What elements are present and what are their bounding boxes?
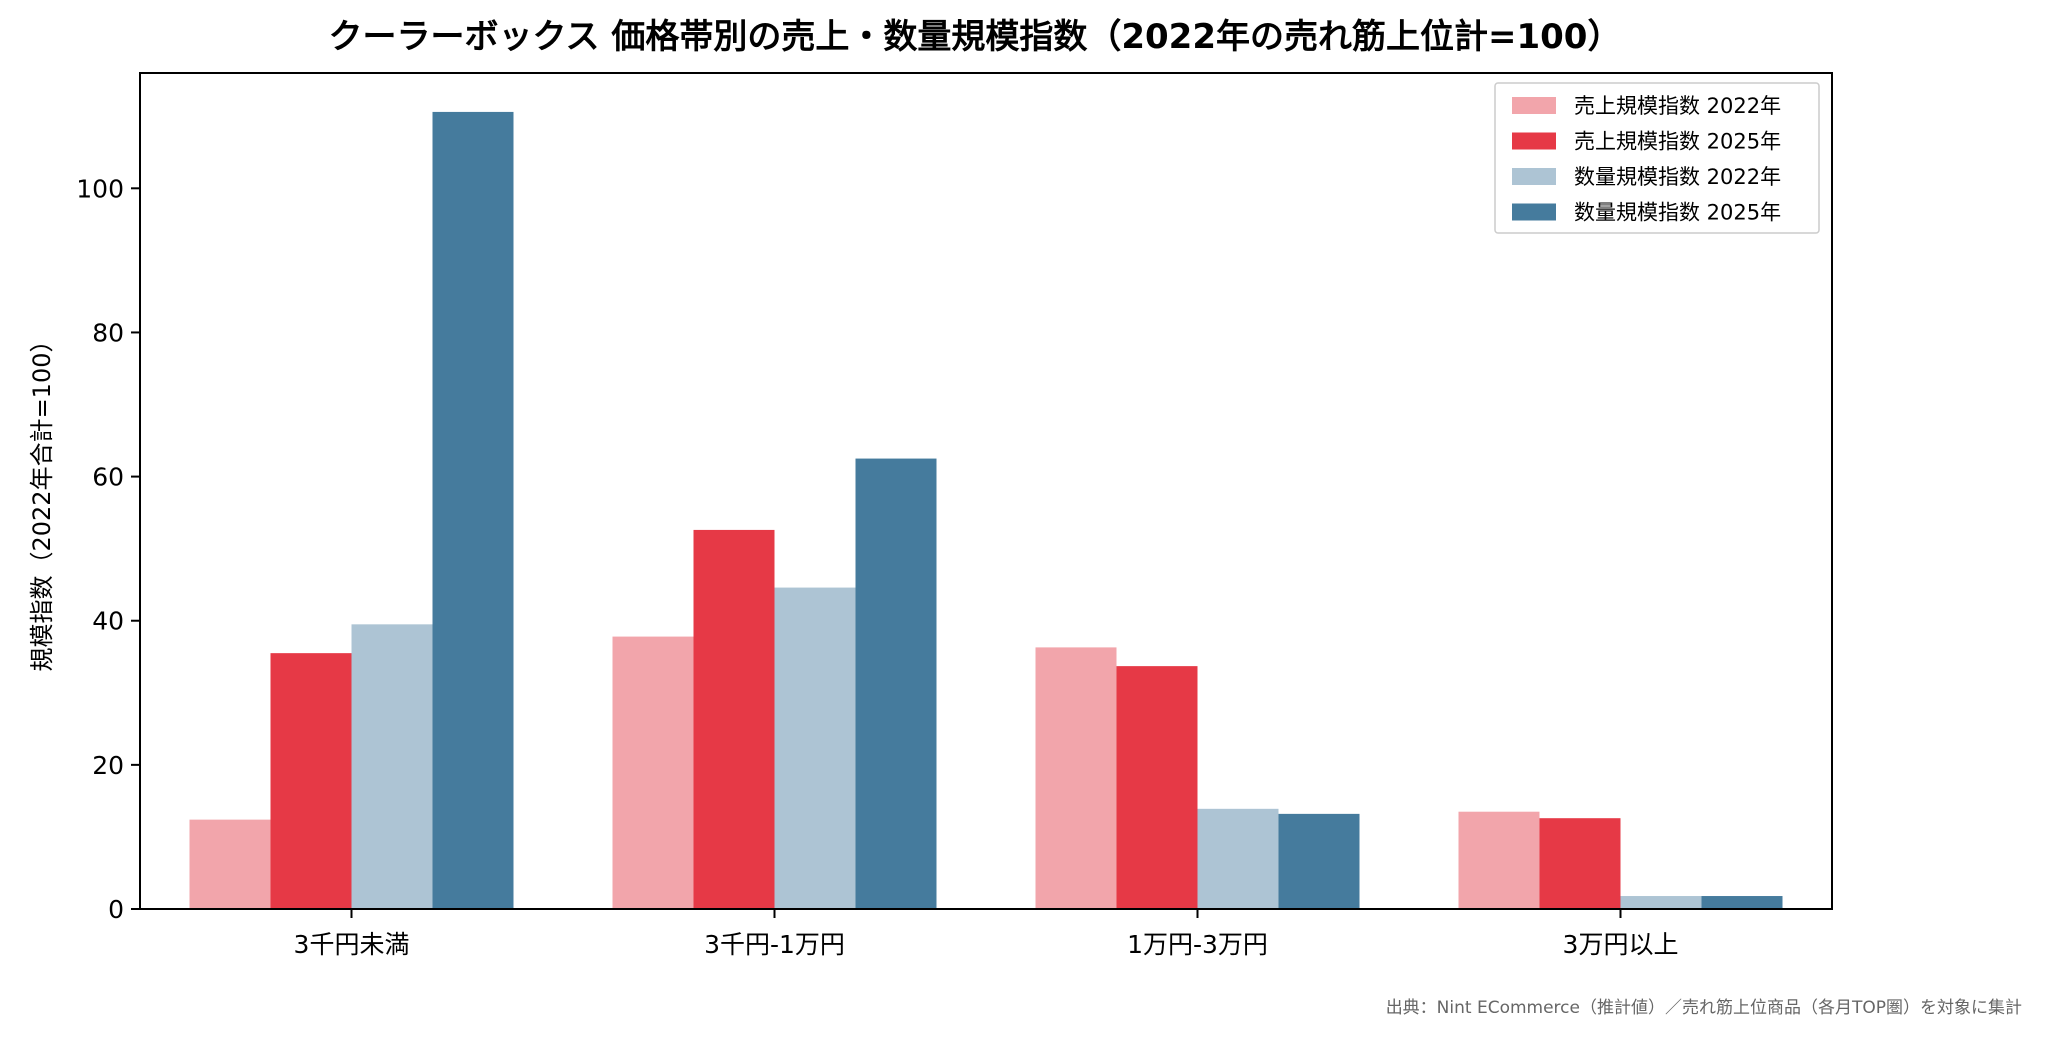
source-note: 出典：Nint ECommerce（推計値）／売れ筋上位商品（各月TOP圏）を対… bbox=[1386, 998, 2022, 1018]
x-tick-label: 3千円-1万円 bbox=[704, 930, 845, 959]
bar-s1-c2 bbox=[1116, 666, 1198, 909]
legend-swatch-3 bbox=[1512, 203, 1556, 221]
x-tick-label: 3万円以上 bbox=[1563, 930, 1679, 959]
y-tick-label: 80 bbox=[92, 318, 124, 347]
bar-s1-c3 bbox=[1539, 818, 1621, 909]
legend-label-1: 売上規模指数 2025年 bbox=[1574, 130, 1781, 154]
legend-label-0: 売上規模指数 2022年 bbox=[1574, 94, 1781, 118]
bar-s2-c2 bbox=[1197, 808, 1279, 909]
x-tick-label: 1万円-3万円 bbox=[1127, 930, 1268, 959]
legend-label-2: 数量規模指数 2022年 bbox=[1574, 165, 1781, 189]
y-axis: 0 20 40 60 80 100 bbox=[76, 174, 140, 924]
legend-frame bbox=[1494, 82, 1820, 234]
bar-s2-c1 bbox=[774, 587, 856, 909]
y-axis-label: 規模指数（2022年合計=100） bbox=[28, 329, 56, 672]
y-tick-label: 0 bbox=[108, 895, 124, 924]
legend-swatch-0 bbox=[1512, 97, 1556, 114]
bar-s2-c0 bbox=[351, 624, 433, 909]
bar-s3-c2 bbox=[1278, 813, 1360, 909]
y-tick-label: 40 bbox=[92, 607, 124, 636]
y-tick-label: 100 bbox=[76, 174, 124, 203]
bar-s0-c2 bbox=[1035, 647, 1117, 909]
plot-frame bbox=[139, 72, 1833, 910]
bar-s1-c1 bbox=[693, 529, 775, 909]
bar-s0-c0 bbox=[189, 819, 271, 909]
bar-s3-c1 bbox=[855, 458, 937, 909]
bars-layer bbox=[189, 111, 1783, 910]
chart-title: クーラーボックス 価格帯別の売上・数量規模指数（2022年の売れ筋上位計=100… bbox=[329, 17, 1622, 57]
bar-s3-c0 bbox=[432, 111, 514, 910]
bar-s2-c3 bbox=[1620, 896, 1702, 909]
x-tick-label: 3千円未満 bbox=[294, 930, 410, 959]
bar-s0-c1 bbox=[612, 636, 694, 909]
bar-s1-c0 bbox=[270, 653, 352, 909]
bar-s0-c3 bbox=[1458, 811, 1540, 909]
bar-s3-c3 bbox=[1701, 896, 1783, 909]
legend-label-3: 数量規模指数 2025年 bbox=[1574, 201, 1781, 225]
y-tick-label: 60 bbox=[92, 463, 124, 492]
legend-swatch-1 bbox=[1512, 132, 1556, 150]
x-axis: 3千円未満 3千円-1万円 1万円-3万円 3万円以上 bbox=[294, 909, 1679, 959]
y-tick-label: 20 bbox=[92, 751, 124, 780]
legend-swatch-2 bbox=[1512, 168, 1556, 185]
